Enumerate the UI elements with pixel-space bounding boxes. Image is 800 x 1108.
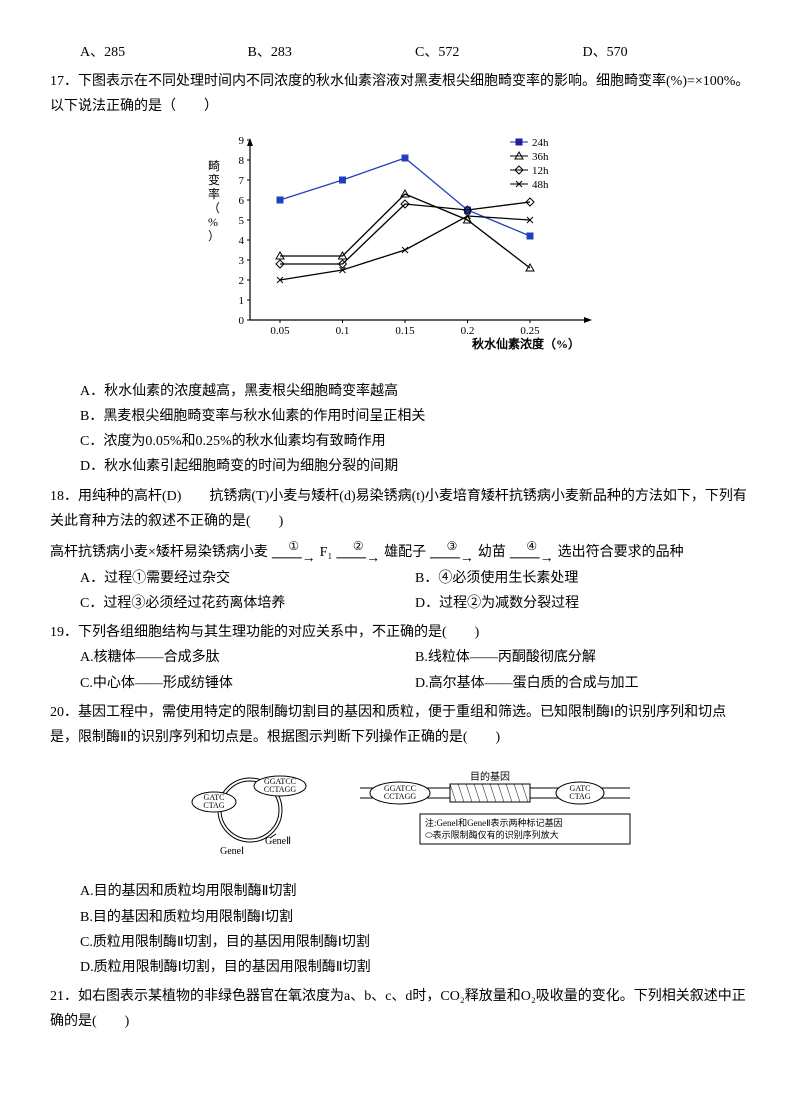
q17-opt-b: B．黑麦根尖细胞畸变率与秋水仙素的作用时间呈正相关 [80, 404, 750, 429]
svg-text:目的基因: 目的基因 [470, 770, 510, 783]
svg-text:12h: 12h [532, 165, 549, 177]
svg-text:GeneⅠ: GeneⅠ [220, 846, 244, 857]
svg-text:（: （ [208, 201, 220, 215]
q18-flow-seedling: 幼苗 [478, 540, 506, 565]
svg-text:⬭表示限制酶仅有的识别序列放大: ⬭表示限制酶仅有的识别序列放大 [425, 829, 559, 840]
q17-opt-c: C．浓度为0.05%和0.25%的秋水仙素均有致畸作用 [80, 429, 750, 454]
q16-opt-b: B、283 [248, 40, 416, 65]
q18-arrow-4: ④───→ [510, 540, 554, 566]
q19-opt-b: B.线粒体——丙酮酸彻底分解 [415, 645, 750, 670]
q16-options: A、285 B、283 C、572 D、570 [80, 40, 750, 65]
q19-opt-c: C.中心体——形成纺锤体 [80, 671, 415, 696]
q18-flow: 高杆抗锈病小麦×矮杆易染锈病小麦 ①───→ F₁ ②───→ 雄配子 ③───… [50, 540, 684, 566]
svg-text:%: % [208, 215, 218, 229]
svg-text:2: 2 [239, 275, 245, 287]
svg-text:0.1: 0.1 [336, 325, 350, 337]
q20-opt-c: C.质粒用限制酶Ⅱ切割，目的基因用限制酶Ⅰ切割 [80, 930, 750, 955]
q18-stem: 18．用纯种的高杆(D) 抗锈病(T)小麦与矮杆(d)易染锈病(t)小麦培育矮杆… [50, 484, 750, 534]
q21: 21．如右图表示某植物的非绿色器官在氧浓度为a、b、c、d时，CO₂释放量和O₂… [50, 984, 750, 1034]
q18-opt-d: D．过程②为减数分裂过程 [415, 591, 750, 616]
svg-text:7: 7 [239, 175, 245, 187]
q21-stem: 21．如右图表示某植物的非绿色器官在氧浓度为a、b、c、d时，CO₂释放量和O₂… [50, 984, 750, 1034]
q18-arrow-1: ①───→ [272, 540, 316, 566]
q20-opt-b: B.目的基因和质粒均用限制酶Ⅰ切割 [80, 905, 750, 930]
svg-text:36h: 36h [532, 151, 549, 163]
svg-text:畸: 畸 [208, 159, 220, 173]
svg-text:0: 0 [239, 315, 245, 327]
q18-arrow-2: ②───→ [336, 540, 380, 566]
svg-text:4: 4 [239, 235, 245, 247]
q19-opt-a: A.核糖体——合成多肽 [80, 645, 415, 670]
q19: 19．下列各组细胞结构与其生理功能的对应关系中，不正确的是( ) A.核糖体——… [50, 620, 750, 696]
q18-opt-b: B．④必须使用生长素处理 [415, 566, 750, 591]
q19-stem: 19．下列各组细胞结构与其生理功能的对应关系中，不正确的是( ) [50, 620, 750, 645]
q18-flow-select: 选出符合要求的品种 [558, 540, 684, 565]
q20-opt-a: A.目的基因和质粒均用限制酶Ⅱ切割 [80, 879, 750, 904]
q17-opt-a: A．秋水仙素的浓度越高，黑麦根尖细胞畸变率越高 [80, 379, 750, 404]
q17-stem: 17．下图表示在不同处理时间内不同浓度的秋水仙素溶液对黑麦根尖细胞畸变率的影响。… [50, 69, 750, 119]
svg-text:6: 6 [239, 195, 245, 207]
svg-text:0.2: 0.2 [461, 325, 475, 337]
svg-text:秋水仙素浓度（%）: 秋水仙素浓度（%） [472, 336, 580, 351]
q16-opt-a: A、285 [80, 40, 248, 65]
svg-text:0.25: 0.25 [520, 325, 540, 337]
q18-options-row2: C．过程③必须经过花药离体培养 D．过程②为减数分裂过程 [80, 591, 750, 616]
q19-options-row2: C.中心体——形成纺锤体 D.高尔基体——蛋白质的合成与加工 [80, 671, 750, 696]
svg-text:CTAG: CTAG [569, 792, 590, 801]
q20: 20．基因工程中，需使用特定的限制酶切割目的基因和质粒，便于重组和筛选。已知限制… [50, 700, 750, 980]
q19-opt-d: D.高尔基体——蛋白质的合成与加工 [415, 671, 750, 696]
svg-text:GeneⅡ: GeneⅡ [265, 836, 291, 847]
svg-text:48h: 48h [532, 179, 549, 191]
q18-flow-f1: F₁ [320, 540, 333, 565]
q20-opt-d: D.质粒用限制酶Ⅰ切割，目的基因用限制酶Ⅱ切割 [80, 955, 750, 980]
q18-flow-gamete: 雄配子 [384, 540, 426, 565]
q18: 18．用纯种的高杆(D) 抗锈病(T)小麦与矮杆(d)易染锈病(t)小麦培育矮杆… [50, 484, 750, 617]
q17-opt-d: D．秋水仙素引起细胞畸变的时间为细胞分裂的间期 [80, 454, 750, 479]
svg-text:0.05: 0.05 [270, 325, 290, 337]
svg-text:率: 率 [208, 186, 220, 201]
q20-stem: 20．基因工程中，需使用特定的限制酶切割目的基因和质粒，便于重组和筛选。已知限制… [50, 700, 750, 750]
svg-text:CCTAGG: CCTAGG [264, 785, 296, 794]
q17-chart: 0 1 2 3 4 5 6 7 8 9 0.05 0.1 0.15 0.2 0.25 畸变率（%） 秋水仙素浓度… [50, 130, 750, 369]
svg-text:1: 1 [239, 295, 245, 307]
svg-text:24h: 24h [532, 137, 549, 149]
q16-opt-d: D、570 [583, 40, 751, 65]
svg-text:CCTAGG: CCTAGG [384, 792, 416, 801]
q18-opt-a: A．过程①需要经过杂交 [80, 566, 415, 591]
svg-text:CTAG: CTAG [203, 801, 224, 810]
svg-text:8: 8 [239, 155, 245, 167]
svg-text:）: ） [208, 229, 220, 243]
q17: 17．下图表示在不同处理时间内不同浓度的秋水仙素溶液对黑麦根尖细胞畸变率的影响。… [50, 69, 750, 479]
q18-flow-prefix: 高杆抗锈病小麦×矮杆易染锈病小麦 [50, 540, 268, 565]
svg-text:9: 9 [239, 135, 245, 147]
q18-options-row1: A．过程①需要经过杂交 B．④必须使用生长素处理 [80, 566, 750, 591]
q20-diagram: GATCCTAGGGATCCCCTAGGGeneⅠGeneⅡ目的基因GGATCC… [50, 760, 750, 869]
q18-arrow-3: ③───→ [430, 540, 474, 566]
q16-opt-c: C、572 [415, 40, 583, 65]
svg-text:3: 3 [239, 255, 245, 267]
svg-text:注:GeneⅠ和GeneⅡ表示两种标记基因: 注:GeneⅠ和GeneⅡ表示两种标记基因 [425, 817, 563, 828]
svg-text:5: 5 [239, 215, 245, 227]
svg-text:0.15: 0.15 [395, 325, 415, 337]
q18-opt-c: C．过程③必须经过花药离体培养 [80, 591, 415, 616]
svg-text:变: 变 [208, 172, 220, 187]
q19-options-row1: A.核糖体——合成多肽 B.线粒体——丙酮酸彻底分解 [80, 645, 750, 670]
